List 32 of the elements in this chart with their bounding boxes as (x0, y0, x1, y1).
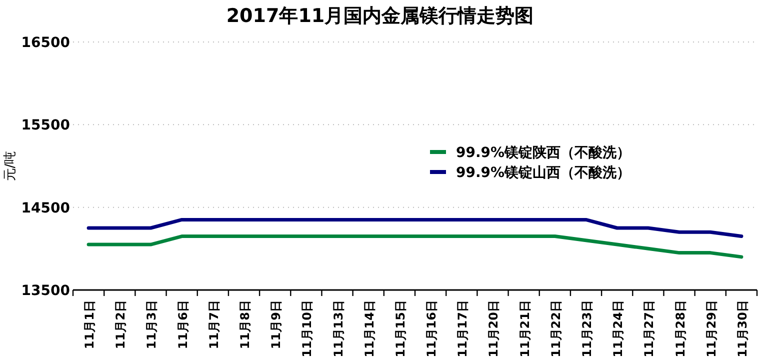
x-tick-label: 11月1日 (82, 300, 97, 350)
x-tick-label: 11月20日 (486, 300, 501, 358)
x-tick-label: 11月27日 (642, 300, 656, 358)
y-tick-label: 14500 (21, 200, 70, 216)
x-tick-label: 11月6日 (176, 300, 190, 350)
x-tick-label: 11月17日 (456, 300, 470, 358)
y-tick-label: 16500 (21, 35, 70, 51)
x-tick-label: 11月15日 (393, 300, 408, 358)
x-tick-label: 11月21日 (518, 300, 532, 358)
line-series (86, 234, 744, 259)
x-tick-label: 11月8日 (238, 300, 252, 350)
x-tick-label: 11月10日 (300, 300, 314, 358)
x-tick-label: 11月13日 (331, 300, 346, 358)
x-tick-label: 11月22日 (548, 300, 563, 358)
x-tick-label: 11月9日 (269, 300, 284, 350)
y-tick-label: 15500 (21, 118, 70, 134)
line-series (86, 218, 744, 238)
x-tick-label: 11月23日 (580, 300, 594, 358)
chart-title: 2017年11月国内金属镁行情走势图 (226, 5, 534, 27)
x-tick-label: 11月16日 (424, 300, 439, 358)
x-tick-label: 11月3日 (144, 300, 159, 350)
x-tick-label: 11月24日 (611, 300, 626, 358)
y-tick-label: 13500 (21, 283, 70, 299)
x-tick-label: 11月28日 (673, 300, 688, 358)
x-tick-label: 11月29日 (704, 300, 718, 358)
x-tick-label: 11月30日 (735, 300, 750, 358)
legend-label: 99.9%镁锭陕西（不酸洗） (456, 145, 631, 161)
x-tick-label: 11月14日 (362, 300, 376, 358)
x-tick-label: 11月2日 (114, 300, 128, 350)
x-tick-label: 11月7日 (206, 300, 221, 350)
legend-label: 99.9%镁锭山西（不酸洗） (456, 165, 631, 181)
y-axis-title: 元/吨 (3, 150, 18, 182)
